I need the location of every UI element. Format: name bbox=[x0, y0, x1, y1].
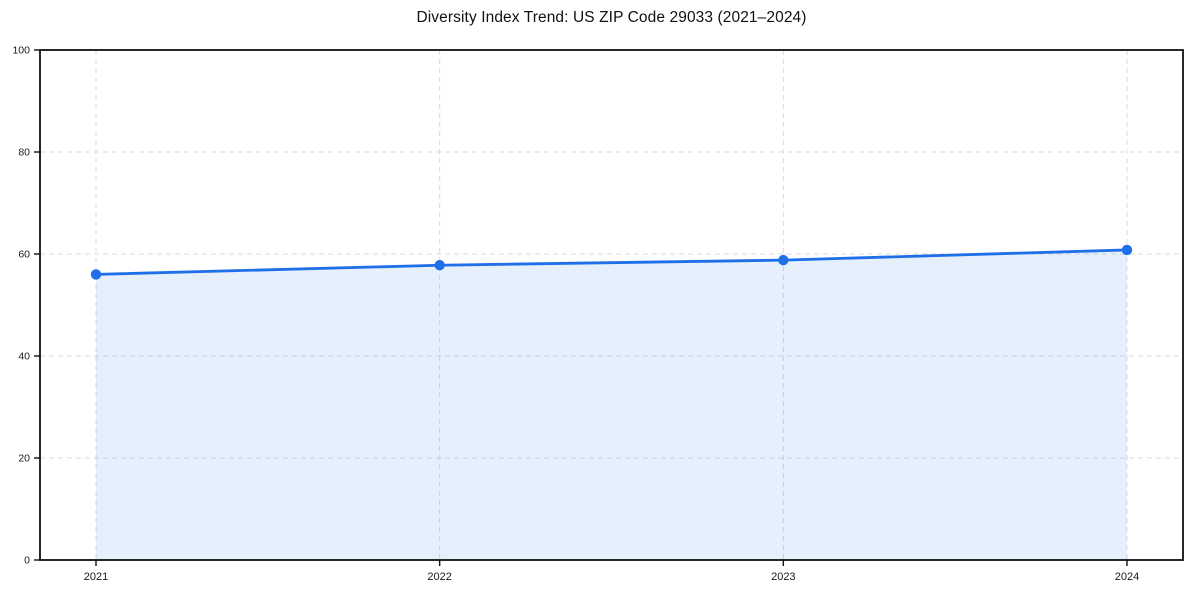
data-point-marker bbox=[90, 269, 102, 280]
x-axis-tick-label: 2022 bbox=[427, 571, 451, 583]
data-point-marker bbox=[1121, 244, 1133, 256]
y-axis-tick-label: 100 bbox=[12, 45, 30, 57]
x-axis-tick-label: 2023 bbox=[771, 571, 795, 583]
y-axis-tick-label: 80 bbox=[18, 147, 30, 159]
x-axis-tick-label: 2021 bbox=[84, 571, 108, 583]
y-axis-tick-label: 20 bbox=[18, 453, 30, 465]
axis-frame bbox=[39, 49, 1184, 561]
data-point-marker bbox=[434, 260, 445, 271]
x-axis-tick-label: 2024 bbox=[1115, 571, 1139, 583]
area-fill bbox=[96, 249, 1127, 561]
y-axis-tick-label: 40 bbox=[18, 351, 30, 363]
trend-line bbox=[94, 248, 1129, 276]
chart-title: Diversity Index Trend: US ZIP Code 29033… bbox=[416, 9, 807, 26]
y-axis-tick-label: 0 bbox=[24, 555, 30, 567]
data-point-marker bbox=[778, 254, 789, 266]
y-axis-tick-label: 60 bbox=[18, 249, 30, 261]
